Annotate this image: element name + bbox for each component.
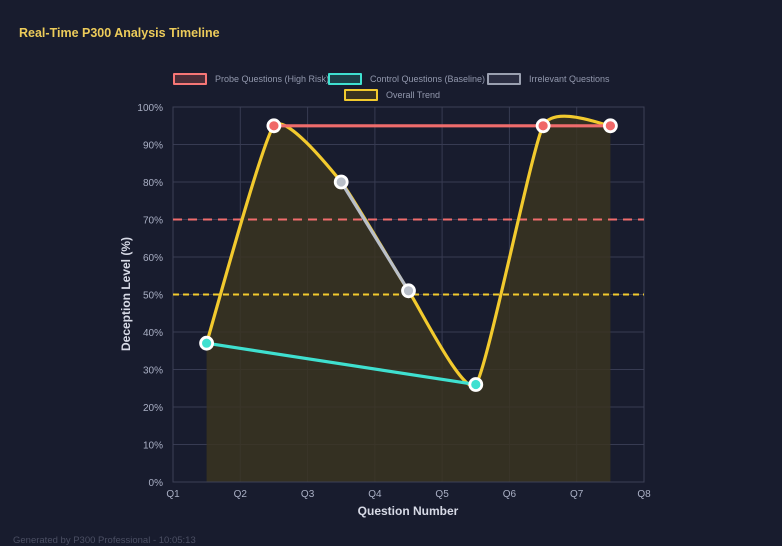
svg-text:20%: 20% (143, 403, 163, 414)
svg-text:70%: 70% (143, 216, 163, 227)
svg-text:50%: 50% (143, 291, 163, 302)
svg-text:Q2: Q2 (234, 489, 248, 500)
svg-text:100%: 100% (137, 103, 163, 114)
svg-text:80%: 80% (143, 178, 163, 189)
svg-text:40%: 40% (143, 328, 163, 339)
svg-text:Q1: Q1 (166, 489, 180, 500)
svg-text:60%: 60% (143, 253, 163, 264)
svg-text:Q7: Q7 (570, 489, 584, 500)
svg-text:10%: 10% (143, 441, 163, 452)
svg-text:Q5: Q5 (435, 489, 449, 500)
svg-text:90%: 90% (143, 141, 163, 152)
svg-text:Deception Level (%): Deception Level (%) (119, 237, 133, 351)
svg-text:0%: 0% (149, 478, 164, 489)
svg-text:Q3: Q3 (301, 489, 315, 500)
svg-text:Q6: Q6 (503, 489, 517, 500)
svg-text:Q8: Q8 (637, 489, 651, 500)
svg-text:Question Number: Question Number (358, 504, 459, 518)
svg-text:Q4: Q4 (368, 489, 382, 500)
svg-text:30%: 30% (143, 366, 163, 377)
